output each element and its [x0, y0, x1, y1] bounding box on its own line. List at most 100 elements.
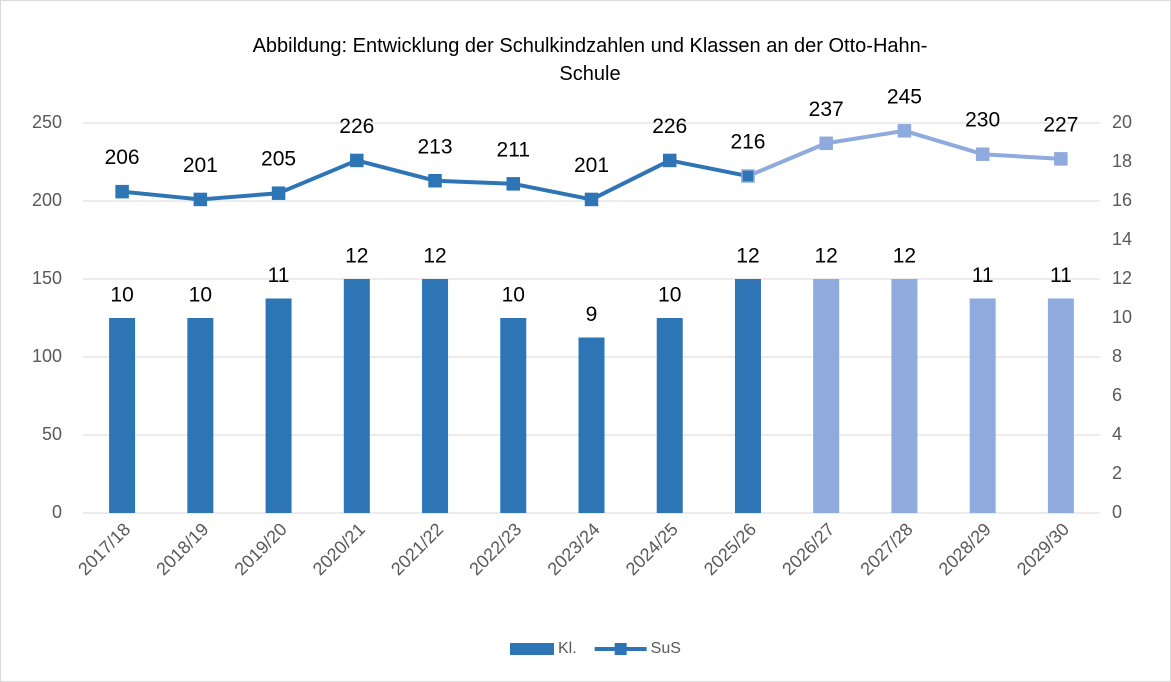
data-label: 201 [574, 154, 609, 177]
y-tick-label: 250 [32, 112, 62, 132]
bar [422, 279, 449, 513]
x-tick-label: 2029/30 [1013, 519, 1073, 579]
x-tick-label: 2023/24 [544, 519, 604, 579]
line-marker [584, 192, 599, 207]
line-marker [193, 192, 208, 207]
legend-label: SuS [651, 640, 681, 657]
data-label: 12 [736, 245, 759, 268]
y2-tick-label: 10 [1112, 307, 1132, 327]
line-marker [662, 153, 677, 168]
data-label: 227 [1043, 113, 1078, 136]
data-label: 12 [423, 245, 446, 268]
bar [500, 318, 527, 513]
data-label: 216 [730, 131, 765, 154]
x-tick-label: 2026/27 [778, 519, 838, 579]
data-label: 206 [105, 146, 140, 169]
line-segment [512, 181, 592, 202]
line-segment [982, 152, 1061, 161]
x-tick-label: 2021/22 [387, 519, 447, 579]
x-tick-label: 2022/23 [465, 519, 525, 579]
data-label: 10 [502, 284, 525, 307]
x-tick-label: 2018/19 [152, 519, 212, 579]
y-tick-label: 150 [32, 268, 62, 288]
x-tick-label: 2027/28 [856, 519, 916, 579]
x-tick-label: 2024/25 [622, 519, 682, 579]
y2-tick-label: 6 [1112, 385, 1122, 405]
data-label: 11 [972, 264, 994, 287]
y2-tick-label: 12 [1112, 268, 1132, 288]
data-label: 245 [887, 85, 922, 108]
bar [343, 279, 370, 513]
chart-title: Abbildung: Entwicklung der Schulkindzahl… [252, 35, 928, 85]
line-segment [121, 189, 201, 202]
line-segment [200, 191, 279, 202]
data-label: 226 [652, 115, 687, 138]
bar [578, 337, 605, 513]
line-segment [590, 158, 671, 202]
bar [891, 279, 918, 513]
y-tick-label: 100 [32, 346, 62, 366]
data-label: 226 [339, 115, 374, 138]
data-label: 10 [110, 284, 133, 307]
line-marker [271, 186, 286, 200]
y2-tick-label: 0 [1112, 502, 1122, 522]
x-tick-label: 2017/18 [74, 519, 134, 579]
data-label: 213 [418, 135, 453, 158]
data-label: 12 [815, 245, 838, 268]
data-label: 10 [658, 284, 681, 307]
y2-tick-label: 8 [1112, 346, 1122, 366]
bar [656, 318, 683, 513]
data-label: 10 [189, 284, 212, 307]
x-tick-label: 2028/29 [935, 519, 995, 579]
x-tick-label: 2025/26 [700, 519, 760, 579]
data-label: 211 [497, 138, 530, 161]
line-marker [115, 184, 129, 199]
data-label: 11 [1050, 264, 1072, 287]
legend-label: Kl. [558, 640, 577, 657]
line-marker [506, 177, 521, 191]
line-marker [897, 124, 912, 138]
line-marker [428, 173, 442, 188]
y-tick-label: 0 [52, 502, 62, 522]
line-segment [434, 178, 514, 186]
line-segment [669, 158, 749, 179]
data-label: 230 [965, 109, 1000, 132]
x-tick-label: 2020/21 [309, 519, 369, 579]
line-marker [1054, 152, 1068, 166]
data-label: 12 [893, 245, 916, 268]
line-segment [747, 141, 827, 178]
line-marker [741, 169, 755, 183]
line-marker [975, 147, 990, 161]
bar [734, 279, 761, 513]
data-label: 237 [809, 98, 844, 121]
legend-marker [614, 643, 627, 655]
y-tick-label: 200 [32, 190, 62, 210]
y2-tick-label: 4 [1112, 424, 1122, 444]
data-label: 9 [586, 303, 598, 326]
y2-tick-label: 2 [1112, 463, 1122, 483]
line-marker [819, 136, 833, 151]
data-label: 11 [268, 264, 290, 287]
bar [1047, 298, 1074, 513]
bar [109, 318, 136, 513]
line-segment [825, 128, 905, 146]
data-label: 205 [261, 148, 296, 171]
y-tick-label: 50 [42, 424, 62, 444]
bar [265, 298, 292, 513]
x-tick-label: 2019/20 [231, 519, 291, 579]
bar [813, 279, 840, 513]
bar [969, 298, 996, 513]
line-segment [356, 158, 436, 183]
y2-tick-label: 20 [1112, 112, 1132, 132]
line-marker [350, 153, 364, 168]
y2-tick-label: 16 [1112, 190, 1132, 210]
legend-swatch [510, 643, 554, 655]
data-label: 201 [183, 154, 218, 177]
bar [187, 318, 214, 513]
y2-tick-label: 14 [1112, 229, 1132, 249]
data-label: 12 [345, 245, 368, 268]
line-segment [903, 128, 984, 157]
y2-tick-label: 18 [1112, 151, 1132, 171]
line-segment [277, 158, 358, 196]
